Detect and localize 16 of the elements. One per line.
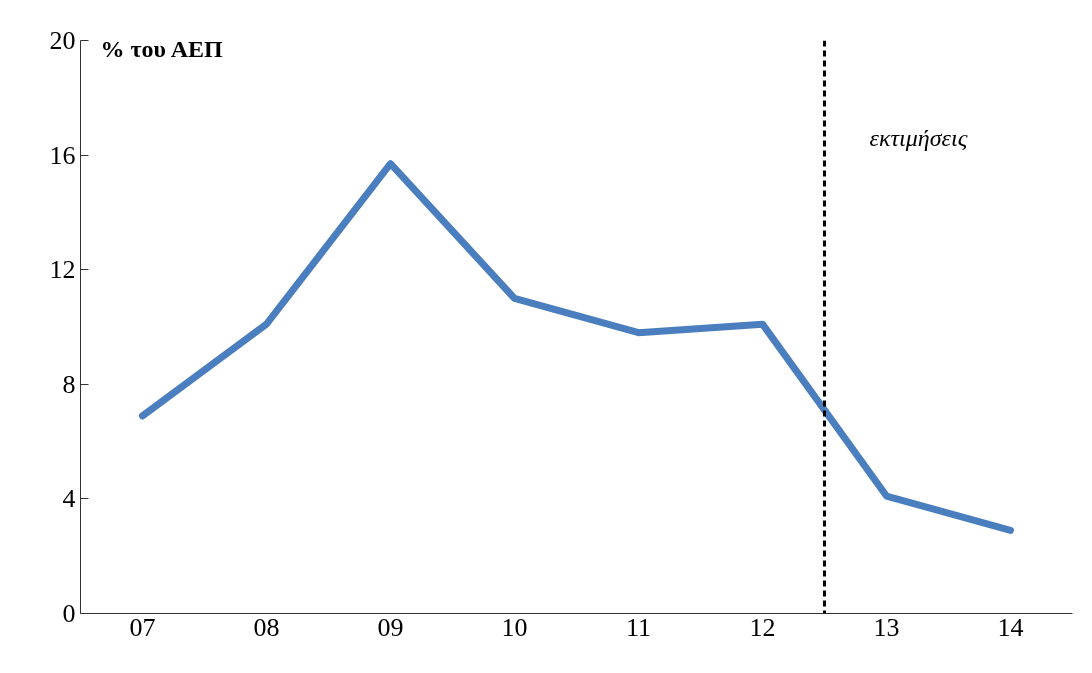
- y-tick-label: 8: [62, 369, 76, 399]
- y-axis-title: % του ΑΕΠ: [100, 35, 224, 62]
- x-tick-label: 11: [625, 612, 652, 642]
- x-tick-label: 09: [377, 612, 404, 642]
- x-tick-label: 10: [501, 612, 528, 642]
- x-tick-label: 14: [997, 612, 1024, 642]
- x-tick-label: 07: [129, 612, 156, 642]
- y-tick-label: 16: [49, 140, 76, 170]
- x-tick-label: 12: [749, 612, 776, 642]
- x-tick-label: 13: [873, 612, 900, 642]
- y-tick-label: 0: [62, 599, 76, 628]
- y-tick-label: 4: [62, 484, 76, 514]
- y-tick-label: 20: [49, 26, 76, 55]
- y-tick-label: 12: [49, 255, 76, 285]
- ref-line-label: εκτιμήσεις: [869, 124, 968, 151]
- x-tick-label: 08: [253, 612, 280, 642]
